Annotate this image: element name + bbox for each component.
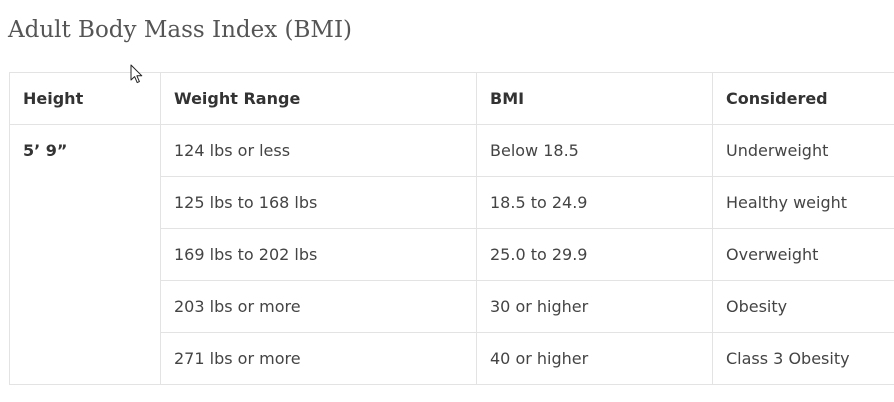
bmi-cell: 25.0 to 29.9 xyxy=(476,228,713,281)
considered-cell: Class 3 Obesity xyxy=(712,332,894,385)
height-cell: 5’ 9” xyxy=(9,124,161,385)
table-header-row: Height Weight Range BMI Considered xyxy=(9,72,894,125)
bmi-cell: 30 or higher xyxy=(476,280,713,333)
bmi-table: Height Weight Range BMI Considered 5’ 9”… xyxy=(9,72,894,385)
bmi-cell: 18.5 to 24.9 xyxy=(476,176,713,229)
table-row: 271 lbs or more 40 or higher Class 3 Obe… xyxy=(10,332,894,385)
column-header-height: Height xyxy=(9,72,161,125)
table-row: 203 lbs or more 30 or higher Obesity xyxy=(10,280,894,333)
weight-range-cell: 125 lbs to 168 lbs xyxy=(160,176,477,229)
considered-cell: Overweight xyxy=(712,228,894,281)
column-header-considered: Considered xyxy=(712,72,894,125)
table-row: 5’ 9” 124 lbs or less Below 18.5 Underwe… xyxy=(9,124,894,385)
bmi-cell: Below 18.5 xyxy=(476,124,713,177)
considered-cell: Healthy weight xyxy=(712,176,894,229)
bmi-cell: 40 or higher xyxy=(476,332,713,385)
page-title: Adult Body Mass Index (BMI) xyxy=(8,17,353,43)
column-header-bmi: BMI xyxy=(476,72,713,125)
weight-range-cell: 203 lbs or more xyxy=(160,280,477,333)
table-row: 169 lbs to 202 lbs 25.0 to 29.9 Overweig… xyxy=(10,228,894,281)
column-header-weight-range: Weight Range xyxy=(160,72,477,125)
considered-cell: Underweight xyxy=(712,124,894,177)
weight-range-cell: 271 lbs or more xyxy=(160,332,477,385)
weight-range-cell: 124 lbs or less xyxy=(160,124,477,177)
considered-cell: Obesity xyxy=(712,280,894,333)
arrow-cursor-icon xyxy=(130,64,143,84)
weight-range-cell: 169 lbs to 202 lbs xyxy=(160,228,477,281)
